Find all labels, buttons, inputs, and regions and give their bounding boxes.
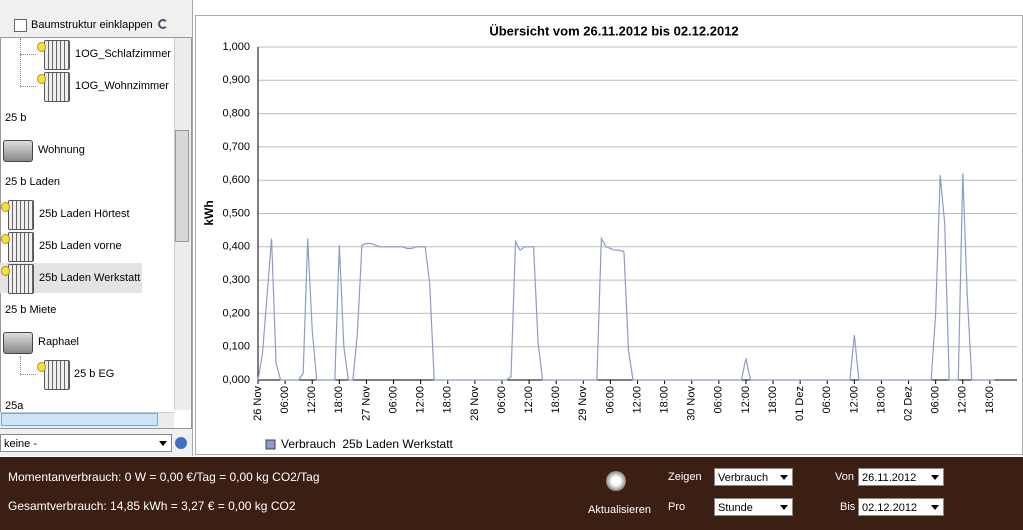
x-tick-label: 18:00 xyxy=(767,386,779,414)
y-tick-label: 0,400 xyxy=(222,241,250,253)
x-tick-label: 12:00 xyxy=(523,386,535,414)
x-tick-label: 18:00 xyxy=(333,386,345,414)
heater-icon xyxy=(8,200,34,230)
y-tick-label: 0,800 xyxy=(222,108,250,120)
legend-swatch xyxy=(265,439,276,450)
x-tick-label: 18:00 xyxy=(984,386,996,414)
device-icon xyxy=(3,332,33,354)
tree-item[interactable]: 1OG_Schlafzimmer xyxy=(75,48,171,60)
y-tick-label: 0,300 xyxy=(222,274,250,286)
tree-item[interactable]: 25b Laden Hörtest xyxy=(39,208,130,220)
y-tick-label: 0,700 xyxy=(222,141,250,153)
x-tick-label: 18:00 xyxy=(550,386,562,414)
y-tick-label: 0,000 xyxy=(222,374,250,386)
show-label: Zeigen xyxy=(668,471,702,483)
x-tick-label: 29 Nov xyxy=(577,386,589,421)
heater-icon xyxy=(44,40,70,70)
y-tick-label: 0,600 xyxy=(222,174,250,186)
refresh-icon[interactable] xyxy=(606,471,626,491)
tree-line xyxy=(20,54,36,56)
tree-item[interactable]: Raphael xyxy=(38,336,79,348)
tree-line xyxy=(20,356,22,374)
x-tick-label: 06:00 xyxy=(496,386,508,414)
per-label: Pro xyxy=(668,501,686,513)
y-axis-label: kWh xyxy=(202,200,216,225)
heater-icon xyxy=(44,72,70,102)
chart-frame xyxy=(195,15,1023,455)
collapse-checkbox[interactable] xyxy=(14,19,27,32)
from-date[interactable]: 26.11.2012 xyxy=(858,468,944,486)
bulb-icon xyxy=(37,362,46,372)
x-tick-label: 06:00 xyxy=(279,386,291,414)
from-label: Von xyxy=(835,471,854,483)
x-tick-label: 12:00 xyxy=(848,386,860,414)
filter-select[interactable]: keine - xyxy=(0,434,172,452)
x-tick-label: 27 Nov xyxy=(360,386,372,421)
bulb-icon xyxy=(37,42,46,52)
x-tick-label: 01 Dez xyxy=(794,386,806,421)
x-tick-label: 06:00 xyxy=(387,386,399,414)
x-tick-label: 28 Nov xyxy=(469,386,481,421)
tree-line xyxy=(20,38,22,86)
scroll-thumb[interactable] xyxy=(1,413,158,426)
current-consumption: Momentanverbrauch: 0 W = 0,00 €/Tag = 0,… xyxy=(8,470,320,484)
to-label: Bis xyxy=(840,501,856,513)
x-tick-label: 18:00 xyxy=(659,386,671,414)
device-icon xyxy=(3,140,33,162)
bulb-icon xyxy=(1,202,10,212)
refresh-label[interactable]: Aktualisieren xyxy=(588,504,651,516)
x-tick-label: 06:00 xyxy=(930,386,942,414)
tree-line xyxy=(20,86,36,88)
tree-item[interactable]: 25 b xyxy=(5,112,27,124)
tree-item[interactable]: 25b Laden vorne xyxy=(39,240,122,252)
tree-item[interactable]: 25 b EG xyxy=(74,368,115,380)
refresh-tree-icon[interactable] xyxy=(158,19,168,29)
x-tick-label: 12:00 xyxy=(306,386,318,414)
tree-item[interactable]: 25a xyxy=(5,400,24,412)
bulb-icon xyxy=(1,234,10,244)
x-tick-label: 30 Nov xyxy=(686,386,698,421)
legend-label: Verbrauch 25b Laden Werkstatt xyxy=(281,437,454,451)
tree-item[interactable]: 25b Laden Werkstatt xyxy=(39,272,141,284)
tree-item[interactable]: 25 b Miete xyxy=(5,304,57,316)
chart-title: Übersicht vom 26.11.2012 bis 02.12.2012 xyxy=(489,23,738,38)
x-tick-label: 06:00 xyxy=(713,386,725,414)
heater-icon xyxy=(8,264,34,294)
heater-icon xyxy=(44,360,70,390)
y-tick-label: 0,100 xyxy=(222,341,250,353)
y-tick-label: 0,900 xyxy=(222,74,250,86)
x-tick-label: 18:00 xyxy=(875,386,887,414)
per-select[interactable]: Stunde xyxy=(714,498,793,516)
collapse-label[interactable]: Baumstruktur einklappen xyxy=(31,19,153,31)
y-tick-label: 0,200 xyxy=(222,307,250,319)
scroll-thumb[interactable] xyxy=(175,130,189,242)
x-tick-label: 02 Dez xyxy=(902,386,914,421)
x-tick-label: 26 Nov xyxy=(252,386,264,421)
total-consumption: Gesamtverbrauch: 14,85 kWh = 3,27 € = 0,… xyxy=(8,499,296,513)
y-tick-label: 0,500 xyxy=(222,207,250,219)
tree-item[interactable]: 1OG_Wohnzimmer xyxy=(75,80,169,92)
tree-item[interactable]: Wohnung xyxy=(38,144,85,156)
x-tick-label: 12:00 xyxy=(415,386,427,414)
x-tick-label: 12:00 xyxy=(631,386,643,414)
help-icon[interactable] xyxy=(175,437,187,449)
x-tick-label: 06:00 xyxy=(821,386,833,414)
tree-item[interactable]: 25 b Laden xyxy=(5,176,61,188)
footer-bar xyxy=(0,457,1023,530)
data-line xyxy=(257,173,995,381)
x-tick-label: 12:00 xyxy=(740,386,752,414)
tree-line xyxy=(20,374,36,376)
to-date[interactable]: 02.12.2012 xyxy=(858,498,944,516)
y-tick-label: 1,000 xyxy=(222,41,250,53)
x-tick-label: 06:00 xyxy=(604,386,616,414)
bulb-icon xyxy=(37,74,46,84)
heater-icon xyxy=(8,232,34,262)
x-tick-label: 18:00 xyxy=(442,386,454,414)
chart: Übersicht vom 26.11.2012 bis 02.12.2012 … xyxy=(195,15,1023,455)
show-select[interactable]: Verbrauch xyxy=(714,468,793,486)
bulb-icon xyxy=(1,266,10,276)
x-tick-label: 12:00 xyxy=(957,386,969,414)
